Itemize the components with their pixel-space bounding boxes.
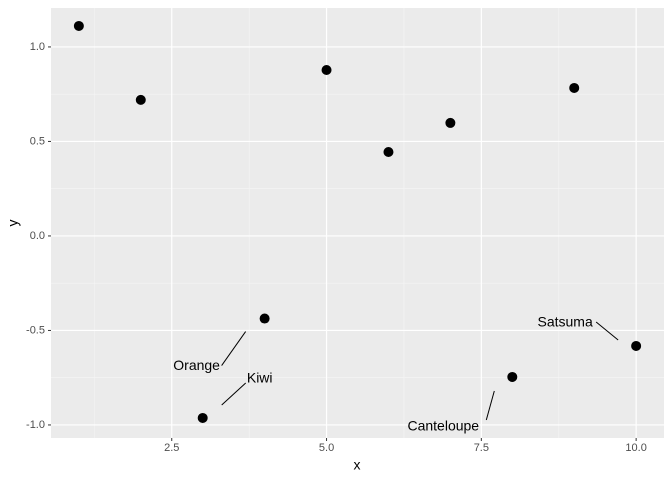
grid bbox=[51, 8, 664, 438]
y-tick-label: -0.5 bbox=[26, 324, 45, 336]
panel bbox=[51, 8, 664, 438]
y-tick-label: -1.0 bbox=[26, 419, 45, 431]
point bbox=[445, 117, 456, 128]
x-tick-label: 7.5 bbox=[474, 442, 489, 454]
point-label: Orange bbox=[173, 357, 220, 373]
x-tick-label: 10.0 bbox=[625, 442, 646, 454]
point-label: Canteloupe bbox=[407, 418, 479, 434]
point bbox=[383, 147, 394, 158]
point bbox=[259, 313, 270, 324]
label-segment bbox=[221, 382, 247, 406]
y-axis-title: y bbox=[5, 220, 21, 227]
y-tick-label: 0.5 bbox=[30, 135, 45, 147]
point-label: Satsuma bbox=[538, 314, 593, 330]
point bbox=[507, 371, 518, 382]
point bbox=[569, 82, 580, 93]
point bbox=[631, 340, 642, 351]
x-axis-title: x bbox=[354, 457, 361, 473]
y-tick-label: 1.0 bbox=[30, 41, 45, 53]
label-segment bbox=[485, 390, 495, 421]
point bbox=[321, 64, 332, 75]
marks: Kiwi Orange Canteloupe Satsuma bbox=[73, 20, 642, 434]
label-segment bbox=[595, 321, 619, 341]
point-label: Kiwi bbox=[247, 370, 273, 386]
x-tick-label: 2.5 bbox=[164, 442, 179, 454]
y-tick-label: 0.0 bbox=[30, 230, 45, 242]
label-segment bbox=[221, 331, 247, 366]
point bbox=[135, 94, 146, 105]
point bbox=[73, 20, 84, 31]
x-tick-label: 5.0 bbox=[319, 442, 334, 454]
point bbox=[197, 412, 208, 423]
